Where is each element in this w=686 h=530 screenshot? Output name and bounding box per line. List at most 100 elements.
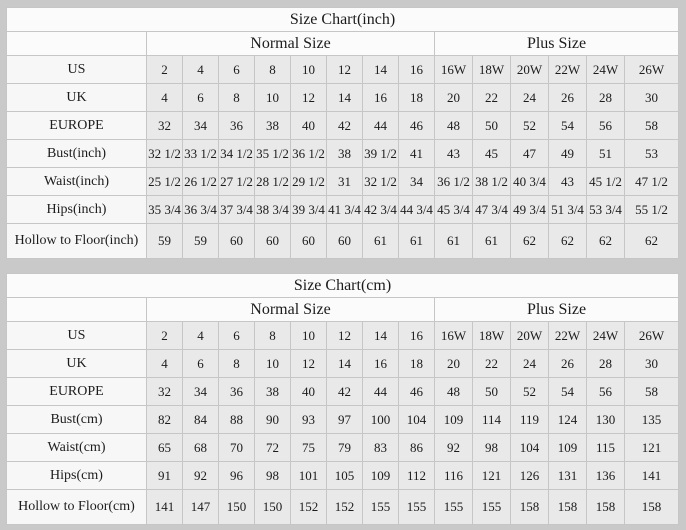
row-label: Waist(cm) <box>6 433 147 462</box>
table-row: EUROPE 32 34 36 38 40 42 44 46 48 50 52 54 56 58 <box>6 377 679 406</box>
column-group-header: Normal Size <box>146 297 435 322</box>
size-chart-cm-table: Size Chart(cm) Normal Size Plus Size US 2 4 6 8… <box>6 273 679 525</box>
size-cell: 22 <box>472 349 511 378</box>
size-cell: 43 <box>434 139 473 168</box>
size-cell: 72 <box>254 433 291 462</box>
size-cell: 6 <box>218 321 255 350</box>
size-cell: 98 <box>472 433 511 462</box>
size-cell: 53 <box>624 139 679 168</box>
size-cell: 40 <box>290 377 327 406</box>
size-cell: 10 <box>254 349 291 378</box>
size-cell: 100 <box>362 405 399 434</box>
row-label: Waist(inch) <box>6 167 147 196</box>
size-cell: 52 <box>510 377 549 406</box>
size-cell: 141 <box>146 489 183 525</box>
size-cell: 59 <box>182 223 219 259</box>
size-cell: 30 <box>624 83 679 112</box>
size-cell: 158 <box>624 489 679 525</box>
row-label: UK <box>6 83 147 112</box>
size-cell: 34 <box>182 377 219 406</box>
size-cell: 40 3/4 <box>510 167 549 196</box>
size-cell: 36 <box>218 111 255 140</box>
size-cell: 8 <box>254 321 291 350</box>
size-cell: 45 <box>472 139 511 168</box>
table-row: Hollow to Floor(inch) 59 59 60 60 60 60 61 61 61 6… <box>6 223 679 259</box>
size-cell: 109 <box>362 461 399 490</box>
size-cell: 35 1/2 <box>254 139 291 168</box>
table-row: Hollow to Floor(cm) 141 147 150 150 152 152 155… <box>6 489 679 525</box>
size-cell: 105 <box>326 461 363 490</box>
size-cell: 58 <box>624 377 679 406</box>
size-cell: 2 <box>146 55 183 84</box>
size-cell: 18 <box>398 349 435 378</box>
size-cell: 40 <box>290 111 327 140</box>
size-cell: 29 1/2 <box>290 167 327 196</box>
size-cell: 58 <box>624 111 679 140</box>
size-cell: 114 <box>472 405 511 434</box>
row-label: Bust(inch) <box>6 139 147 168</box>
row-label: US <box>6 321 147 350</box>
size-cell: 97 <box>326 405 363 434</box>
size-cell: 36 <box>218 377 255 406</box>
size-cell: 61 <box>362 223 399 259</box>
size-cell: 41 <box>398 139 435 168</box>
size-cell: 79 <box>326 433 363 462</box>
size-cell: 158 <box>510 489 549 525</box>
row-label: Hips(inch) <box>6 195 147 224</box>
row-label: Bust(cm) <box>6 405 147 434</box>
size-cell: 28 <box>586 83 625 112</box>
size-cell: 155 <box>434 489 473 525</box>
size-chart-inch-table: Size Chart(inch) Normal Size Plus Size US 2 4… <box>6 7 679 259</box>
size-cell: 38 3/4 <box>254 195 291 224</box>
size-cell: 47 <box>510 139 549 168</box>
size-cell: 39 3/4 <box>290 195 327 224</box>
size-cell: 38 1/2 <box>472 167 511 196</box>
size-cell: 91 <box>146 461 183 490</box>
size-cell: 62 <box>510 223 549 259</box>
table-row: Hips(cm) 91 92 96 98 101 105 109 112 116 121 126 131… <box>6 461 679 490</box>
size-cell: 44 <box>362 111 399 140</box>
size-cell: 147 <box>182 489 219 525</box>
size-cell: 33 1/2 <box>182 139 219 168</box>
size-cell: 34 <box>398 167 435 196</box>
size-cell: 12 <box>290 349 327 378</box>
size-cell: 84 <box>182 405 219 434</box>
size-cell: 14 <box>362 321 399 350</box>
size-cell: 121 <box>472 461 511 490</box>
table-row: US 2 4 6 8 10 12 14 16 16W 18W 20W 22W 24W 26W <box>6 55 679 84</box>
size-cell: 62 <box>548 223 587 259</box>
size-cell: 48 <box>434 111 473 140</box>
size-cell: 68 <box>182 433 219 462</box>
size-cell: 124 <box>548 405 587 434</box>
size-cell: 34 <box>182 111 219 140</box>
size-cell: 155 <box>398 489 435 525</box>
size-cell: 35 3/4 <box>146 195 183 224</box>
size-cell: 16W <box>434 55 473 84</box>
row-label: Hollow to Floor(inch) <box>6 223 147 259</box>
size-cell: 56 <box>586 377 625 406</box>
size-cell: 126 <box>510 461 549 490</box>
size-cell: 37 3/4 <box>218 195 255 224</box>
size-cell: 62 <box>624 223 679 259</box>
size-cell: 96 <box>218 461 255 490</box>
row-label: Hollow to Floor(cm) <box>6 489 147 525</box>
size-cell: 28 1/2 <box>254 167 291 196</box>
size-cell: 158 <box>548 489 587 525</box>
size-cell: 49 3/4 <box>510 195 549 224</box>
size-cell: 18W <box>472 55 511 84</box>
size-cell: 39 1/2 <box>362 139 399 168</box>
size-cell: 60 <box>254 223 291 259</box>
size-cell: 14 <box>362 55 399 84</box>
row-label: EUROPE <box>6 111 147 140</box>
size-cell: 36 1/2 <box>434 167 473 196</box>
size-cell: 30 <box>624 349 679 378</box>
size-cell: 54 <box>548 377 587 406</box>
column-group-header: Plus Size <box>434 31 679 56</box>
size-cell: 14 <box>326 349 363 378</box>
size-cell: 12 <box>290 83 327 112</box>
size-cell: 150 <box>218 489 255 525</box>
size-cell: 10 <box>290 55 327 84</box>
size-cell: 8 <box>254 55 291 84</box>
table-row: Waist(inch) 25 1/2 26 1/2 27 1/2 28 1/2 29 1/… <box>6 167 679 196</box>
table-title: Size Chart(inch) <box>6 7 679 32</box>
